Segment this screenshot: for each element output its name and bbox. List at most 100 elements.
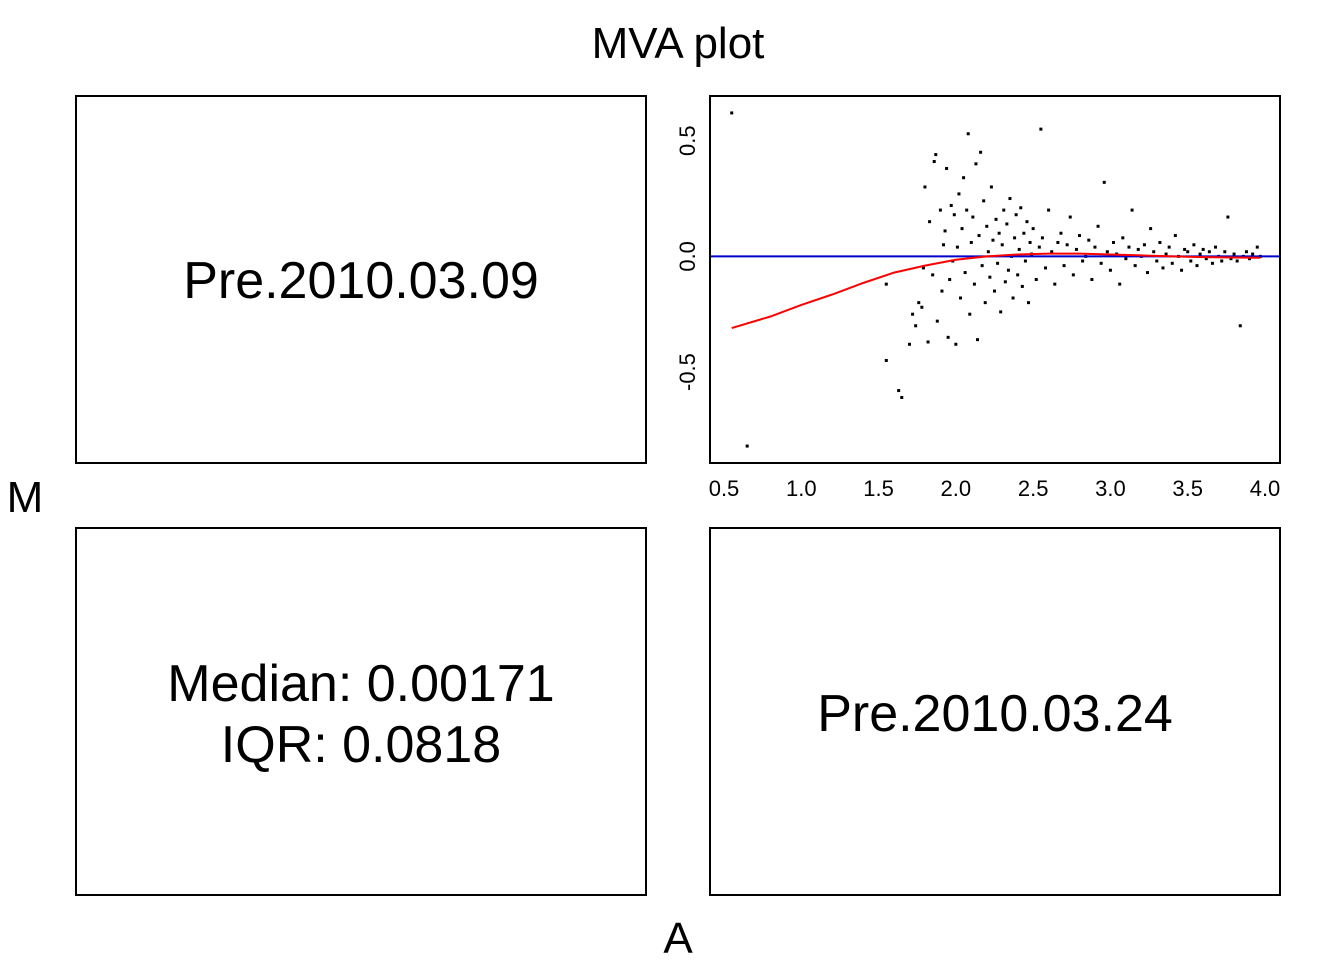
data-point (983, 301, 987, 305)
data-point (1133, 264, 1137, 268)
y-tick-label: 0.5 (675, 125, 700, 156)
data-point (1118, 282, 1122, 286)
data-point (940, 289, 944, 293)
data-point (1062, 264, 1066, 268)
data-point (982, 199, 986, 203)
data-point (1011, 296, 1015, 300)
panel-frame (75, 95, 647, 464)
data-point (999, 310, 1003, 314)
data-point (911, 312, 915, 316)
data-point (1025, 220, 1029, 224)
data-point (1017, 247, 1021, 251)
data-point (1019, 206, 1023, 210)
data-point (938, 208, 942, 212)
data-point (1121, 236, 1125, 240)
x-tick-label: 3.5 (1172, 476, 1203, 501)
x-tick-label: 3.0 (1095, 476, 1126, 501)
data-point (1105, 250, 1109, 254)
data-point (948, 278, 952, 281)
data-point (1023, 259, 1027, 263)
data-point (1244, 250, 1248, 254)
data-point (957, 192, 961, 196)
data-point (1251, 252, 1255, 256)
data-point (1005, 222, 1009, 226)
median-text: Median: 0.00171 (167, 655, 554, 713)
data-point (994, 217, 998, 221)
data-point (1235, 259, 1239, 263)
data-point (975, 338, 979, 342)
data-point (897, 389, 901, 393)
data-point (923, 185, 927, 189)
data-point (962, 176, 966, 180)
data-point (974, 162, 978, 166)
data-point (1127, 245, 1131, 249)
data-point (1223, 250, 1227, 254)
data-point (986, 250, 990, 254)
data-point (1210, 261, 1214, 265)
data-point (884, 282, 888, 286)
sample-label-top-left: Pre.2010.03.09 (183, 252, 539, 310)
x-tick-label: 1.0 (786, 476, 817, 501)
panel-top-left: Pre.2010.03.09 (75, 95, 647, 464)
data-point (1204, 257, 1208, 261)
panel-bottom-left: Median: 0.00171 IQR: 0.0818 (75, 527, 647, 896)
y-axis-ticks: -0.5 0.0 0.5 (675, 125, 700, 391)
data-point (1226, 215, 1230, 219)
data-point (1220, 259, 1224, 263)
data-point (1186, 250, 1190, 254)
data-point (1044, 266, 1048, 270)
data-point (1124, 257, 1128, 261)
data-point (945, 166, 949, 170)
data-point (1146, 271, 1150, 275)
iqr-text: IQR: 0.0818 (221, 716, 501, 774)
y-tick-label: 0.0 (675, 241, 700, 272)
data-point (1096, 224, 1100, 228)
x-axis-title: A (663, 914, 693, 960)
data-point (955, 245, 959, 249)
data-point (979, 150, 983, 154)
data-point (989, 185, 993, 189)
data-point (1040, 236, 1044, 240)
data-point (1016, 273, 1020, 277)
data-point (985, 224, 989, 228)
data-point (1112, 240, 1116, 244)
data-point (969, 240, 973, 244)
data-point (1142, 243, 1146, 247)
data-point (1013, 236, 1017, 240)
data-point (928, 220, 932, 224)
data-point (952, 213, 956, 217)
data-point (972, 282, 976, 286)
data-point (949, 203, 953, 207)
data-point (1047, 208, 1051, 212)
data-point (971, 215, 975, 219)
data-point (1164, 252, 1168, 256)
data-point (1149, 227, 1153, 231)
data-point (1090, 278, 1094, 281)
data-point (900, 395, 904, 399)
data-point (1008, 197, 1012, 201)
data-point (1039, 127, 1043, 131)
data-point (1238, 324, 1242, 328)
loess-curve (731, 252, 1261, 330)
data-point (1232, 252, 1236, 256)
panel-frame (709, 527, 1281, 896)
data-point (1006, 268, 1010, 272)
data-point (921, 266, 925, 270)
data-point (1161, 266, 1165, 270)
data-point (931, 273, 935, 277)
data-point (1037, 245, 1041, 249)
data-point (1027, 301, 1031, 305)
data-point (1108, 268, 1112, 272)
data-point (1031, 227, 1035, 231)
data-point (917, 301, 921, 305)
data-point (1102, 180, 1106, 184)
data-point (1093, 245, 1097, 249)
x-axis-ticks: 0.5 1.0 1.5 2.0 2.5 3.0 3.5 4.0 (709, 476, 1281, 501)
data-point (946, 335, 950, 339)
data-point (1136, 247, 1140, 251)
x-tick-label: 2.5 (1018, 476, 1049, 501)
x-tick-label: 0.5 (709, 476, 740, 501)
data-point (1081, 259, 1085, 263)
chart-title: MVA plot (592, 19, 765, 68)
